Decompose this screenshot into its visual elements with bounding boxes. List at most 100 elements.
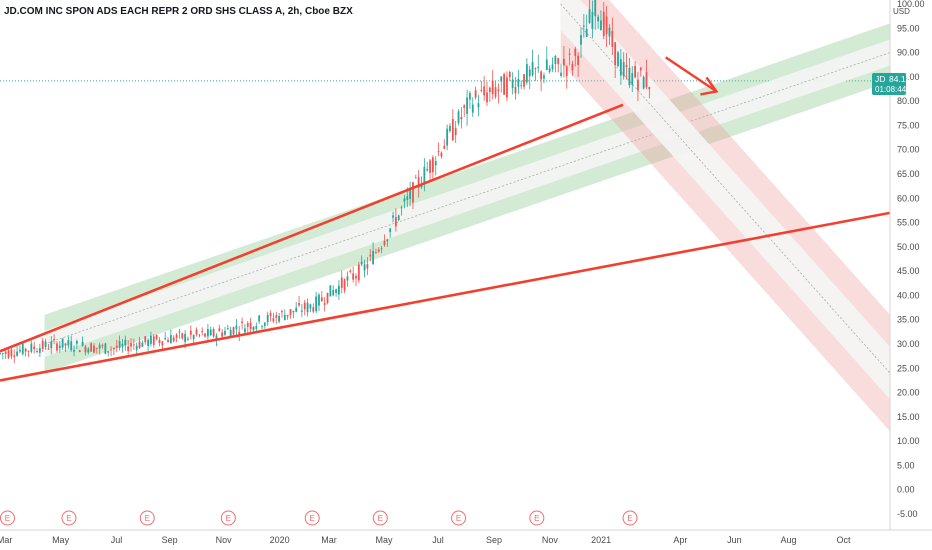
candle-body (7, 350, 10, 358)
candle-body (525, 64, 528, 83)
candle-body (508, 72, 511, 78)
candle-body (204, 333, 206, 337)
candle-body (486, 92, 488, 103)
candle-body (320, 297, 323, 302)
candle-body (113, 347, 115, 350)
price-badge-countdown: 01:08:44 (875, 85, 907, 94)
earnings-marker-circle[interactable] (0, 510, 15, 526)
candle-body (27, 350, 30, 352)
earnings-marker-circle[interactable] (622, 510, 638, 526)
time-tick-label: May (375, 535, 393, 545)
candle-body (375, 252, 377, 253)
candle-body (184, 333, 187, 342)
candle-body (209, 329, 212, 336)
candle-body (132, 344, 135, 346)
candle-body (383, 240, 386, 246)
candle-body (634, 66, 637, 78)
candle-body (377, 249, 380, 252)
candle-body (431, 157, 434, 173)
candle-body (261, 326, 263, 328)
candle-body (474, 90, 477, 98)
candle-body (409, 189, 412, 199)
earnings-marker-circle[interactable] (451, 510, 467, 526)
candle-body (637, 79, 639, 91)
time-tick-label: Nov (542, 535, 559, 545)
candle-body (138, 341, 141, 348)
candle-body (298, 302, 300, 306)
candle-body (326, 292, 329, 303)
candle-body (87, 348, 90, 353)
candle-body (75, 340, 78, 344)
candle-body (460, 116, 463, 120)
candle-body (41, 340, 44, 349)
earnings-marker-circle[interactable] (304, 510, 320, 526)
currency-label: USD (893, 7, 910, 16)
candle-body (95, 347, 98, 349)
candle-body (568, 53, 571, 55)
earnings-marker-circle[interactable] (372, 510, 388, 526)
candle-body (403, 198, 406, 202)
candle-body (540, 71, 543, 80)
candle-body (283, 314, 286, 321)
candle-body (494, 87, 497, 97)
candle-body (70, 341, 73, 351)
earnings-marker-circle[interactable] (220, 510, 236, 526)
time-tick-label: Mar (0, 535, 12, 545)
candle-body (164, 338, 167, 340)
candle-body (84, 346, 87, 353)
candle-body (323, 303, 326, 305)
candle-body (192, 335, 195, 340)
candle-body (107, 351, 110, 353)
candle-body (278, 316, 281, 322)
time-tick-label: Aug (780, 535, 796, 545)
time-axis[interactable]: Mar May Jul Sep Nov 2020 Mar May Jul Sep Nov 2021 Ap… (0, 529, 932, 545)
time-tick-label: Sep (486, 535, 502, 545)
candle-body (244, 328, 246, 333)
candle-body (44, 341, 47, 347)
earnings-marker-label: E (378, 514, 383, 523)
candle-body (369, 254, 372, 257)
candle-body (78, 350, 81, 353)
earnings-marker-circle[interactable] (61, 510, 77, 526)
candle-body (420, 184, 423, 188)
earnings-marker-circle[interactable] (529, 510, 545, 526)
candle-body (258, 315, 261, 322)
lower-wedge-line (0, 211, 891, 382)
candle-body (144, 336, 147, 343)
forecast-arrow-shaft (665, 56, 718, 93)
candle-body (451, 119, 454, 141)
candle-body (597, 16, 599, 22)
channel-bands-layer (0, 0, 891, 432)
candle-body (338, 285, 340, 295)
candle-body (1, 353, 4, 354)
upper-wedge-line (0, 103, 624, 353)
candle-body (491, 80, 494, 95)
candle-body (480, 89, 483, 91)
earnings-marker-label: E (66, 514, 71, 523)
candle-body (21, 343, 24, 355)
price-tick-label: 25.00 (897, 363, 920, 373)
candle-body (440, 152, 443, 157)
price-tick-label: 70.00 (897, 145, 920, 155)
price-tick-label: -5.00 (897, 509, 918, 519)
price-badge-bg (872, 73, 906, 95)
candle-body (554, 56, 557, 64)
candle-body (178, 331, 181, 333)
candles-layer (0, 0, 651, 364)
candle-body (255, 326, 258, 329)
candle-body (466, 97, 468, 114)
candle-body (648, 86, 651, 90)
candle-body (115, 345, 118, 348)
candle-body (295, 307, 298, 312)
candle-body (312, 307, 315, 312)
time-tick-label: Apr (673, 535, 687, 545)
candle-body (631, 73, 634, 85)
candle-body (628, 67, 631, 86)
price-badge-symbol: JD (875, 74, 885, 84)
candle-body (127, 346, 130, 352)
candle-body (218, 328, 221, 332)
candle-body (0, 352, 1, 354)
earnings-marker-circle[interactable] (139, 510, 155, 526)
candle-body (514, 87, 517, 94)
